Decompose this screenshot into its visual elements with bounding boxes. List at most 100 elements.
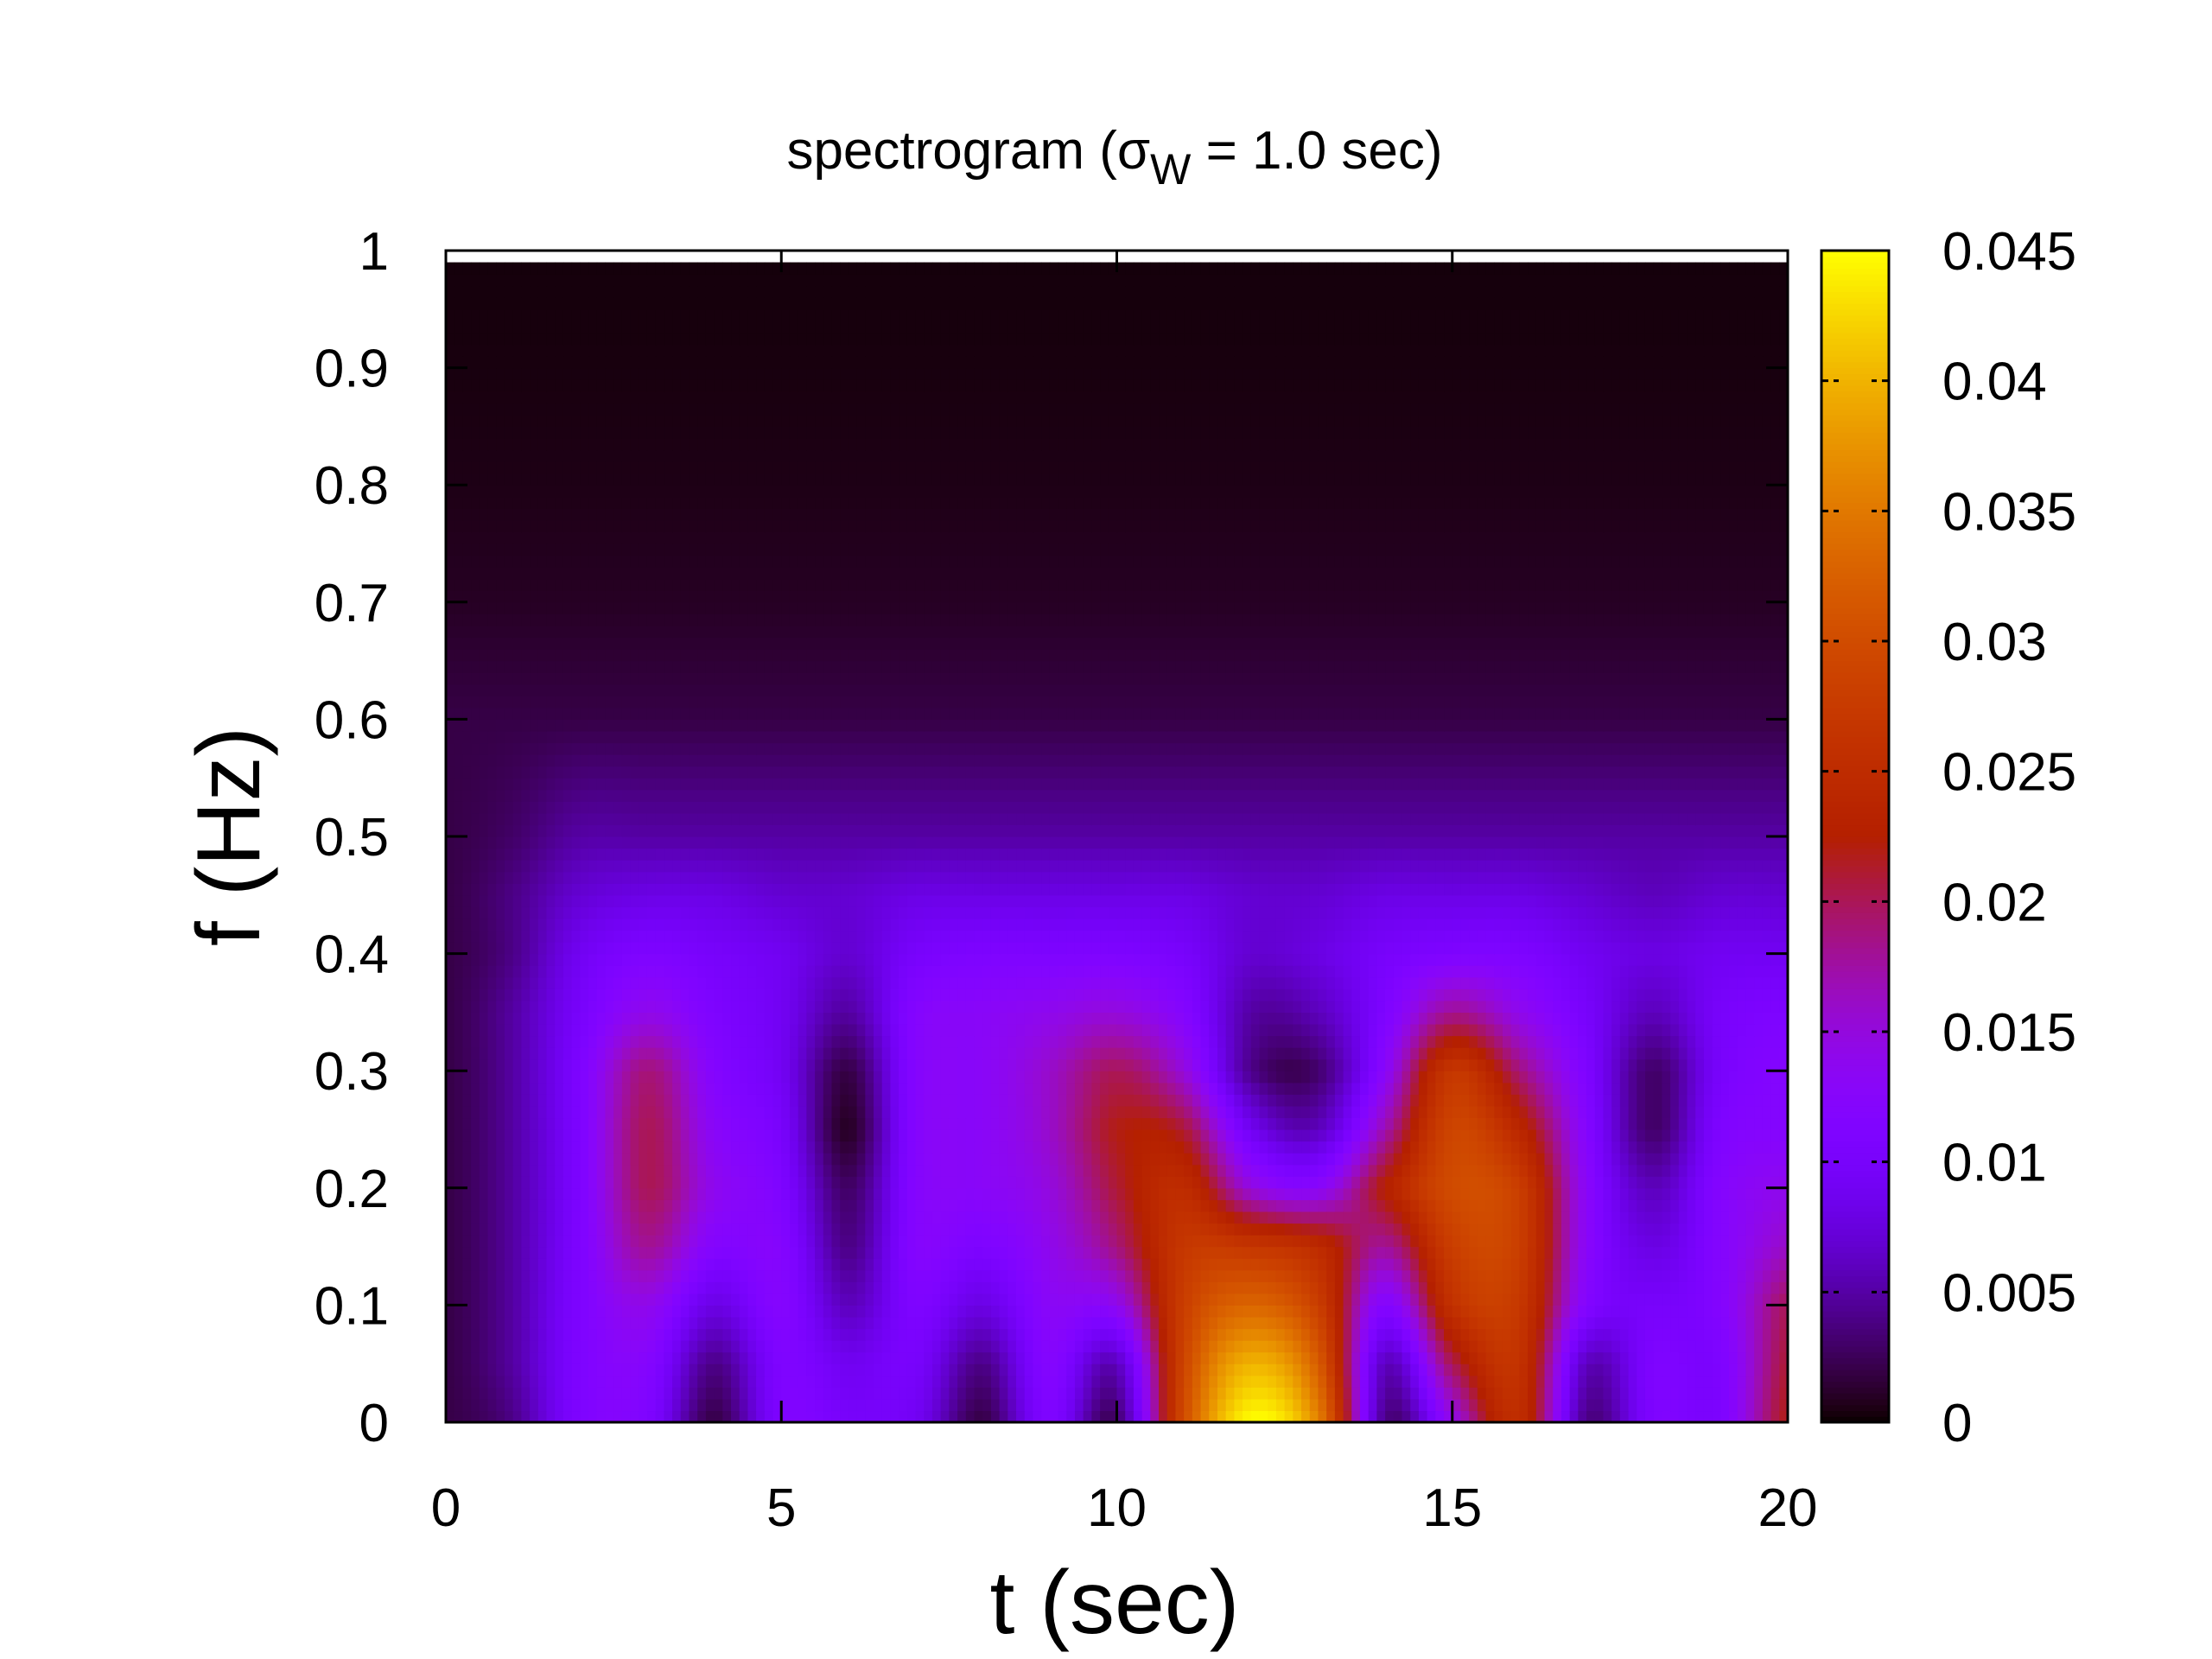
heatmap-cell (706, 1176, 715, 1188)
heatmap-cell (488, 1176, 497, 1188)
heatmap-cell (890, 1399, 899, 1411)
heatmap-cell (588, 1153, 597, 1165)
heatmap-cell (1595, 1117, 1604, 1129)
heatmap-cell (899, 1399, 907, 1411)
heatmap-cell (949, 1247, 957, 1259)
heatmap-cell (546, 1410, 555, 1422)
heatmap-cell (806, 1106, 815, 1118)
heatmap-cell (1637, 1083, 1645, 1095)
heatmap-cell (1503, 1188, 1511, 1200)
heatmap-cell (1402, 1141, 1411, 1154)
heatmap-cell (588, 1387, 597, 1399)
heatmap-cell (1050, 1165, 1058, 1177)
heatmap-cell (1670, 1141, 1679, 1154)
heatmap-cell (899, 1305, 907, 1317)
heatmap-cell (1745, 1247, 1754, 1259)
heatmap-cell (480, 1317, 488, 1329)
heatmap-cell (823, 1410, 832, 1422)
heatmap-cell (907, 1059, 916, 1071)
heatmap-cell (1704, 1340, 1713, 1352)
heatmap-cell (756, 1106, 765, 1118)
heatmap-cell (1629, 1211, 1637, 1224)
heatmap-cell (790, 1270, 798, 1282)
heatmap-cell (924, 1211, 932, 1224)
heatmap-cell (756, 1129, 765, 1141)
heatmap-cell (1654, 1294, 1662, 1306)
heatmap-cell (1478, 1153, 1486, 1165)
heatmap-cell (1125, 1352, 1134, 1364)
heatmap-cell (874, 1153, 882, 1165)
heatmap-cell (907, 1247, 916, 1259)
heatmap-cell (1376, 1165, 1385, 1177)
heatmap-cell (865, 1317, 874, 1329)
heatmap-cell (1125, 1376, 1134, 1388)
heatmap-cell (1645, 1223, 1654, 1235)
heatmap-cell (1460, 1247, 1469, 1259)
heatmap-cell (1486, 1117, 1495, 1129)
heatmap-cell (1713, 1376, 1721, 1388)
heatmap-cell (790, 1188, 798, 1200)
heatmap-cell (1150, 1235, 1159, 1247)
heatmap-cell (1553, 1281, 1561, 1294)
heatmap-cell (639, 1270, 647, 1282)
heatmap-cell (1201, 1211, 1210, 1224)
heatmap-cell (1410, 1317, 1419, 1329)
heatmap-cell (706, 1047, 715, 1059)
heatmap-cell (1109, 1376, 1117, 1388)
heatmap-cell (1360, 1129, 1369, 1141)
heatmap-cell (1066, 1399, 1075, 1411)
heatmap-cell (874, 1141, 882, 1154)
heatmap-cell (1007, 1258, 1016, 1270)
heatmap-cell (815, 1247, 823, 1259)
heatmap-cell (1662, 1083, 1670, 1095)
heatmap-cell (1460, 1410, 1469, 1422)
heatmap-cell (580, 1176, 588, 1188)
heatmap-cell (1025, 1176, 1033, 1188)
heatmap-cell (1033, 1141, 1041, 1154)
heatmap-cell (831, 1247, 840, 1259)
heatmap-cell (1528, 1059, 1536, 1071)
heatmap-cell (664, 1340, 672, 1352)
heatmap-cell (907, 1106, 916, 1118)
heatmap-cell (1000, 1281, 1008, 1294)
heatmap-cell (1595, 1176, 1604, 1188)
heatmap-cell (1763, 1387, 1771, 1399)
heatmap-cell (1394, 1329, 1402, 1341)
heatmap-cell (941, 1399, 950, 1411)
heatmap-cell (1704, 1258, 1713, 1270)
heatmap-cell (639, 1352, 647, 1364)
heatmap-cell (1260, 1376, 1268, 1388)
heatmap-cell (916, 1059, 925, 1071)
heatmap-cell (1134, 1059, 1142, 1071)
heatmap-cell (1033, 1117, 1041, 1129)
heatmap-cell (715, 1352, 723, 1364)
heatmap-cell (1234, 1165, 1243, 1177)
heatmap-cell (1276, 1117, 1285, 1129)
heatmap-cell (1662, 1258, 1670, 1270)
heatmap-cell (773, 1340, 782, 1352)
heatmap-cell (1578, 1211, 1586, 1224)
heatmap-cell (1084, 1083, 1092, 1095)
heatmap-cell (1469, 1153, 1478, 1165)
heatmap-cell (1007, 1294, 1016, 1306)
heatmap-cell (781, 1399, 790, 1411)
heatmap-cell (521, 1211, 530, 1224)
heatmap-cell (605, 1247, 613, 1259)
heatmap-cell (1134, 1141, 1142, 1154)
heatmap-cell (1335, 1071, 1344, 1083)
heatmap-cell (765, 1199, 773, 1211)
heatmap-cell (446, 1376, 454, 1388)
heatmap-cell (1226, 1270, 1235, 1282)
heatmap-cell (664, 1211, 672, 1224)
heatmap-cell (765, 1094, 773, 1106)
heatmap-cell (1175, 1083, 1184, 1095)
heatmap-cell (1595, 1235, 1604, 1247)
heatmap-cell (1452, 1329, 1461, 1341)
heatmap-cell (1159, 1059, 1167, 1071)
heatmap-cell (1167, 1083, 1176, 1095)
heatmap-cell (1335, 1281, 1344, 1294)
heatmap-cell (1326, 1129, 1335, 1141)
heatmap-cell (1444, 1329, 1452, 1341)
heatmap-cell (1637, 1317, 1645, 1329)
heatmap-cell (1084, 1305, 1092, 1317)
